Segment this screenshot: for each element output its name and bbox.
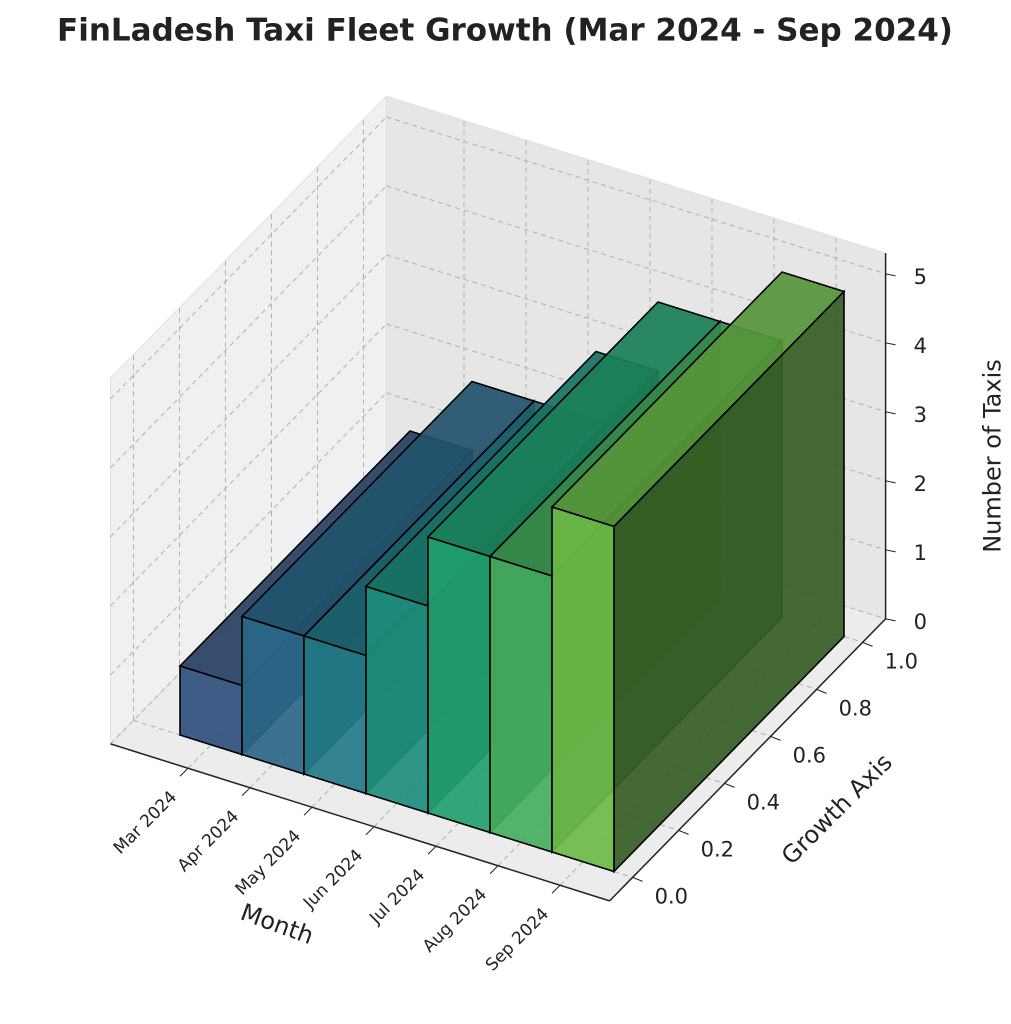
x-tick — [303, 806, 313, 816]
grid-line — [110, 323, 387, 607]
x-axis — [110, 743, 610, 902]
x-tick — [427, 845, 437, 855]
z-tick-label: 1 — [914, 541, 927, 565]
x-tick — [365, 826, 375, 836]
x-tick-label: Sep 2024 — [482, 904, 553, 975]
y-tick — [862, 641, 873, 647]
x-tick — [241, 787, 251, 797]
grid-line — [110, 116, 387, 400]
y-tick-label: 0.4 — [747, 790, 780, 814]
bar-front — [551, 505, 615, 873]
x-tick-label: Jun 2024 — [299, 846, 367, 914]
x-tick-label: Jul 2024 — [365, 865, 429, 929]
z-tick-label: 4 — [914, 334, 927, 358]
z-tick-label: 2 — [914, 472, 927, 496]
z-axis-label: Number of Taxis — [979, 359, 1007, 553]
z-tick-label: 0 — [914, 610, 927, 634]
x-tick-label: Apr 2024 — [174, 807, 243, 876]
x-axis-label: Month — [237, 898, 317, 950]
z-tick — [885, 480, 896, 484]
bar-front — [489, 555, 553, 854]
z-tick — [885, 618, 896, 622]
y-axis — [609, 618, 887, 902]
grid-line — [110, 254, 387, 538]
x-tick — [551, 884, 561, 894]
y-tick-label: 0.0 — [655, 884, 688, 908]
bar-front — [241, 615, 305, 776]
chart-title: FinLadesh Taxi Fleet Growth (Mar 2024 - … — [57, 13, 953, 49]
x-tick-label: Aug 2024 — [419, 885, 491, 957]
grid-line — [386, 116, 886, 275]
x-tick-label: May 2024 — [232, 826, 305, 899]
y-tick-label: 0.6 — [793, 743, 826, 767]
z-tick-label: 3 — [914, 403, 927, 427]
bar-front — [427, 535, 491, 834]
x-tick — [489, 865, 499, 875]
grid-line — [110, 185, 387, 469]
y-tick — [770, 735, 781, 741]
y-tick-label: 1.0 — [885, 649, 918, 673]
z-tick — [885, 411, 896, 415]
z-tick — [885, 549, 896, 553]
y-tick — [816, 688, 827, 694]
y-tick-label: 0.8 — [839, 696, 872, 720]
bar-front — [303, 634, 367, 795]
z-tick-label: 5 — [914, 265, 927, 289]
x-tick — [179, 767, 189, 777]
x-tick-label: Mar 2024 — [110, 787, 181, 858]
y-tick — [678, 829, 689, 835]
z-tick — [885, 342, 896, 346]
z-tick — [885, 273, 896, 277]
y-tick — [632, 876, 643, 882]
bar-front — [365, 585, 429, 815]
y-tick-label: 0.2 — [701, 837, 734, 861]
grid-line — [110, 392, 387, 676]
y-tick — [724, 782, 735, 788]
